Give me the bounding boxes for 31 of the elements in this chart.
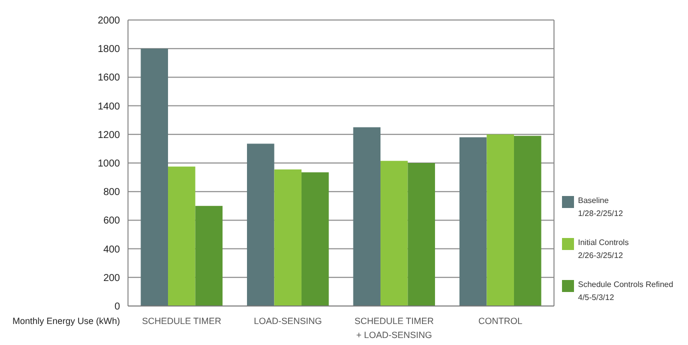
bar — [274, 169, 302, 306]
y-tick-label: 2000 — [98, 16, 120, 26]
x-tick-label: SCHEDULE TIMER — [142, 316, 222, 326]
y-tick-label: 800 — [103, 187, 120, 198]
bar — [168, 166, 196, 306]
bar — [246, 144, 274, 306]
bar — [353, 127, 380, 306]
x-tick-label: SCHEDULE TIMER + LOAD-SENSING — [354, 316, 434, 340]
y-tick-label: 1200 — [98, 130, 120, 141]
bar — [302, 172, 329, 306]
x-tick-label: CONTROL — [478, 316, 522, 326]
bar — [380, 160, 408, 306]
legend-label: Baseline 1/28-2/25/12 — [578, 196, 624, 218]
bar — [514, 136, 542, 306]
y-tick-label: 400 — [103, 244, 120, 256]
bar — [408, 163, 436, 306]
legend-label: Initial Controls 2/26-3/25/12 — [578, 238, 629, 260]
bar — [140, 48, 168, 306]
bar — [486, 134, 514, 306]
x-tick-label: LOAD-SENSING — [254, 316, 322, 326]
y-tick-label: 1000 — [98, 158, 120, 170]
y-tick-label: 1800 — [98, 44, 120, 56]
legend-label: Schedule Controls Refined 4/5-5/3/12 — [578, 280, 674, 302]
y-axis-title: Monthly Energy Use (kWh) — [12, 316, 120, 326]
bar — [195, 206, 223, 306]
y-tick-label: 1600 — [98, 72, 120, 84]
y-tick-label: 1400 — [98, 101, 120, 112]
y-tick-label: 600 — [103, 216, 120, 227]
y-tick-label: 0 — [114, 302, 120, 312]
y-tick-label: 200 — [103, 272, 120, 284]
bar — [459, 137, 487, 306]
